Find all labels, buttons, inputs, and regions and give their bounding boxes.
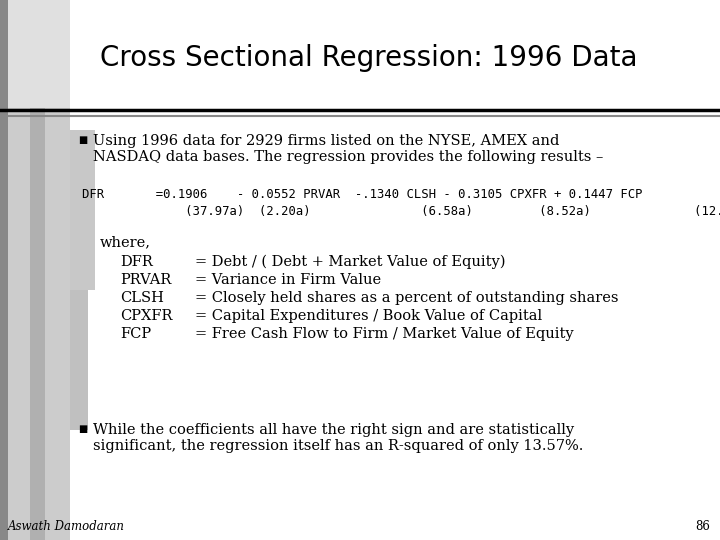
Text: = Closely held shares as a percent of outstanding shares: = Closely held shares as a percent of ou… [195,291,618,305]
Bar [70,130,95,290]
Text: Cross Sectional Regression: 1996 Data: Cross Sectional Regression: 1996 Data [100,44,637,72]
Text: 86: 86 [695,519,710,532]
Text: ■: ■ [78,135,87,145]
Text: where,: where, [100,235,151,249]
Text: DFR       =0.1906    - 0.0552 PRVAR  -.1340 CLSH - 0.3105 CPXFR + 0.1447 FCP: DFR =0.1906 - 0.0552 PRVAR -.1340 CLSH -… [82,188,642,201]
Text: CPXFR: CPXFR [120,309,172,323]
Text: Using 1996 data for 2929 firms listed on the NYSE, AMEX and: Using 1996 data for 2929 firms listed on… [93,134,559,148]
Text: PRVAR: PRVAR [120,273,171,287]
Bar [8,0,70,540]
Bar [70,290,88,430]
Text: = Capital Expenditures / Book Value of Capital: = Capital Expenditures / Book Value of C… [195,309,542,323]
Text: ■: ■ [78,424,87,434]
Text: significant, the regression itself has an R-squared of only 13.57%.: significant, the regression itself has a… [93,439,583,453]
Text: While the coefficients all have the right sign and are statistically: While the coefficients all have the righ… [93,423,574,437]
Text: NASDAQ data bases. The regression provides the following results –: NASDAQ data bases. The regression provid… [93,150,603,164]
Text: Aswath Damodaran: Aswath Damodaran [8,519,125,532]
Text: = Variance in Firm Value: = Variance in Firm Value [195,273,381,287]
Text: CLSH: CLSH [120,291,164,305]
Bar [8,0,70,108]
Bar [0,0,8,540]
Text: = Debt / ( Debt + Market Value of Equity): = Debt / ( Debt + Market Value of Equity… [195,255,505,269]
Text: = Free Cash Flow to Firm / Market Value of Equity: = Free Cash Flow to Firm / Market Value … [195,327,574,341]
Bar [30,0,45,540]
Text: FCP: FCP [120,327,151,341]
Text: (37.97a)  (2.20a)               (6.58a)         (8.52a)              (12.53a): (37.97a) (2.20a) (6.58a) (8.52a) (12.53a… [82,205,720,218]
Text: DFR: DFR [120,255,153,269]
